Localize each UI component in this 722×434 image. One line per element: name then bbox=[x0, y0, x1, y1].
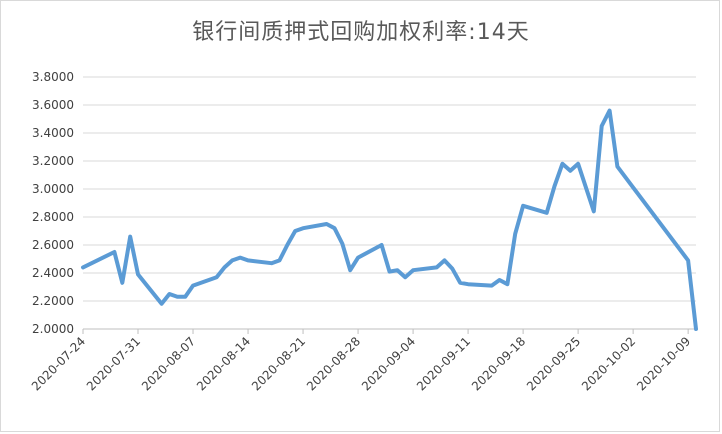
x-tick-label: 2020-09-25 bbox=[524, 334, 583, 393]
x-tick-label: 2020-09-18 bbox=[469, 334, 528, 393]
y-tick-label: 3.0000 bbox=[32, 182, 74, 196]
y-tick-label: 3.4000 bbox=[32, 126, 74, 140]
x-tick-label: 2020-09-04 bbox=[359, 334, 418, 393]
gridlines bbox=[83, 76, 696, 330]
y-tick-label: 2.8000 bbox=[32, 210, 74, 224]
y-tick-label: 2.0000 bbox=[32, 322, 74, 336]
x-tick-label: 2020-09-11 bbox=[414, 334, 473, 393]
x-tick-label: 2020-08-07 bbox=[139, 334, 198, 393]
y-tick-label: 3.6000 bbox=[32, 98, 74, 112]
y-tick-label: 2.2000 bbox=[32, 294, 74, 308]
x-tick-label: 2020-07-24 bbox=[29, 334, 88, 393]
y-tick-label: 2.4000 bbox=[32, 266, 74, 280]
x-tick-label: 2020-08-21 bbox=[249, 334, 308, 393]
y-tick-label: 3.8000 bbox=[32, 70, 74, 84]
series-line bbox=[81, 108, 698, 331]
y-axis: 2.0000 2.2000 2.4000 2.6000 2.8000 3.0000 3.20… bbox=[32, 70, 74, 336]
y-tick-label: 3.2000 bbox=[32, 154, 74, 168]
series-layer bbox=[81, 108, 698, 331]
y-tick-label: 2.6000 bbox=[32, 238, 74, 252]
x-tick-label: 2020-07-31 bbox=[84, 334, 143, 393]
x-tick-label: 2020-08-28 bbox=[304, 334, 363, 393]
x-tick-label: 2020-10-02 bbox=[579, 334, 638, 393]
x-tick-label: 2020-10-09 bbox=[634, 334, 693, 393]
x-tick-label: 2020-08-14 bbox=[194, 334, 253, 393]
chart-title: 银行间质押式回购加权利率:14天 bbox=[192, 20, 530, 45]
x-axis: 2020-07-242020-07-312020-08-072020-08-14… bbox=[29, 328, 696, 393]
